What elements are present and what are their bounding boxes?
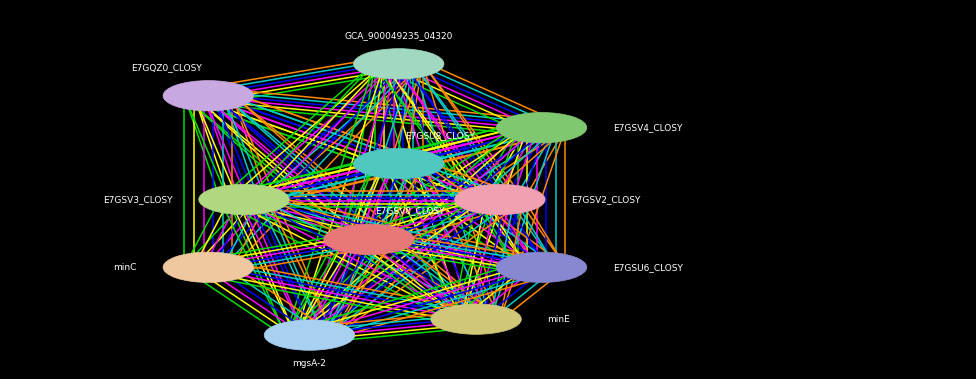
Text: minE: minE [548,315,570,324]
Text: minC: minC [113,263,137,272]
Circle shape [264,320,354,350]
Text: mgsA-2: mgsA-2 [293,359,326,368]
Circle shape [163,252,254,282]
Text: E7GSV2_CLOSY: E7GSV2_CLOSY [571,195,640,204]
Circle shape [353,149,444,179]
Text: E7GSU8_CLOSY: E7GSU8_CLOSY [405,131,474,139]
Circle shape [324,224,414,255]
Text: E7GSV3_CLOSY: E7GSV3_CLOSY [103,195,173,204]
Circle shape [163,81,254,111]
Text: GCA_900049235_04320: GCA_900049235_04320 [345,31,453,40]
Text: E7GSV4_CLOSY: E7GSV4_CLOSY [613,123,682,132]
Circle shape [455,184,546,215]
Text: E7GQZ0_CLOSY: E7GQZ0_CLOSY [132,63,202,72]
Circle shape [430,304,521,334]
Circle shape [497,252,587,282]
Text: E7GSV0_CLOSY: E7GSV0_CLOSY [375,207,444,215]
Circle shape [199,184,289,215]
Circle shape [353,49,444,79]
Circle shape [497,113,587,143]
Text: E7GSU6_CLOSY: E7GSU6_CLOSY [613,263,683,272]
